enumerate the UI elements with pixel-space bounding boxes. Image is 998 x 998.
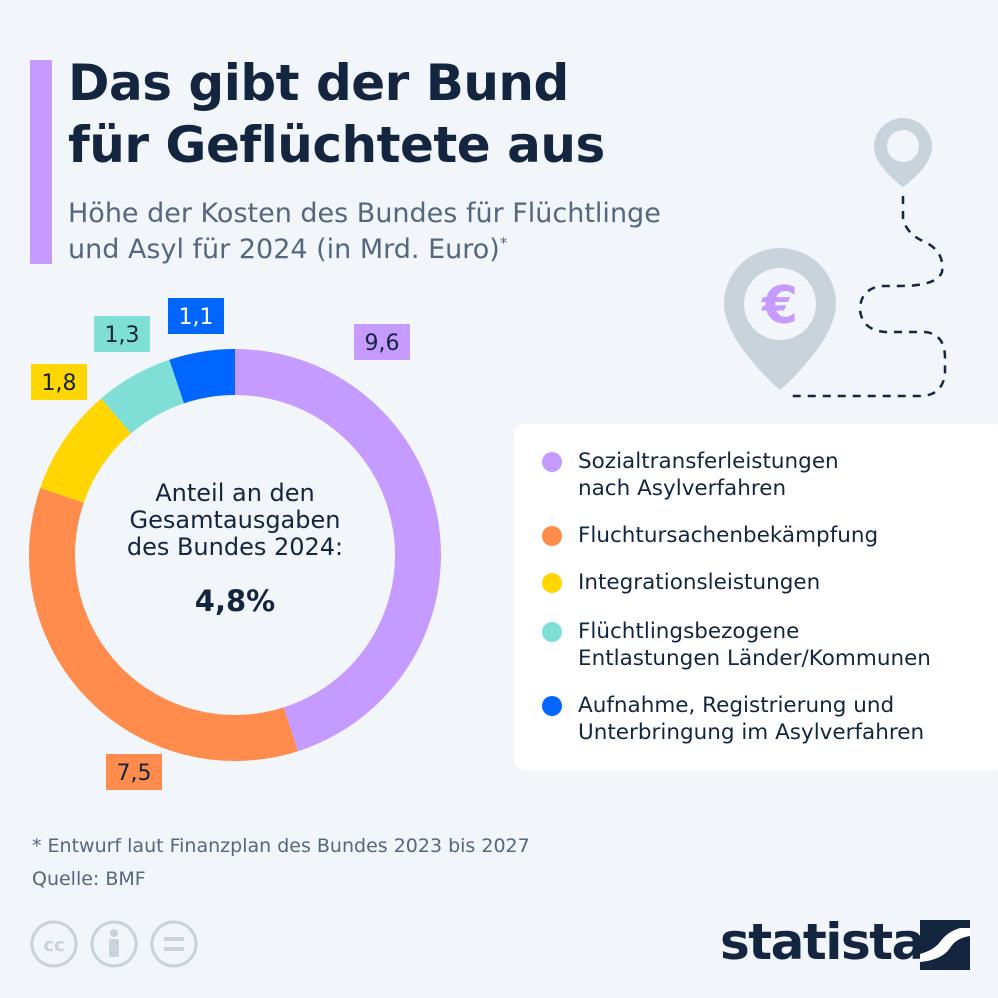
title-line-2: für Geflüchtete aus xyxy=(68,116,605,174)
subtitle-footnote-marker: * xyxy=(499,234,508,252)
no-derivatives-icon[interactable] xyxy=(150,920,198,968)
donut-slice xyxy=(40,398,131,503)
data-label: 7,5 xyxy=(106,754,162,790)
data-label-text: 1,8 xyxy=(42,371,77,396)
legend-label: Sozialtransferleistungen nach Asylverfah… xyxy=(578,449,839,501)
center-label-line-3: des Bundes 2024: xyxy=(126,533,344,561)
data-label: 1,1 xyxy=(168,298,224,334)
legend-swatch xyxy=(542,622,562,642)
data-label-box xyxy=(168,298,224,334)
center-label-line-2: Gesamtausgaben xyxy=(129,506,341,534)
legend-swatch xyxy=(542,696,562,716)
legend-label: Flüchtlingsbezogene Entlastungen Länder/… xyxy=(578,619,931,671)
subtitle-line-2: und Asyl für 2024 (in Mrd. Euro) xyxy=(68,234,500,265)
data-label: 1,8 xyxy=(31,364,87,400)
data-label-text: 7,5 xyxy=(117,761,152,786)
data-label-box xyxy=(106,754,162,790)
attribution-icon[interactable] xyxy=(90,920,138,968)
donut-slice xyxy=(101,359,184,434)
source: Quelle: BMF xyxy=(32,868,146,890)
subtitle-line-1: Höhe der Kosten des Bundes für Flüchtlin… xyxy=(68,198,661,229)
legend-swatch xyxy=(542,452,562,472)
svg-text:€: € xyxy=(761,276,798,336)
chart-subtitle: Höhe der Kosten des Bundes für Flüchtlin… xyxy=(68,196,788,268)
center-label: Anteil an den Gesamtausgaben des Bundes … xyxy=(100,480,370,561)
legend-swatch xyxy=(542,573,562,593)
donut-slice xyxy=(29,487,298,761)
legend-label: Aufnahme, Registrierung und Unterbringun… xyxy=(578,693,925,745)
data-label: 1,3 xyxy=(94,316,150,352)
title-accent-bar xyxy=(30,60,52,264)
title-line-1: Das gibt der Bund xyxy=(68,54,569,112)
euro-pin-icon: € xyxy=(724,248,836,390)
data-label-box xyxy=(354,324,410,360)
statista-logo-icon[interactable] xyxy=(920,920,970,970)
donut-slice xyxy=(169,349,235,404)
footnote: * Entwurf laut Finanzplan des Bundes 202… xyxy=(32,835,530,857)
data-label: 9,6 xyxy=(354,324,410,360)
data-label-text: 1,1 xyxy=(179,305,214,330)
center-value: 4,8% xyxy=(194,584,276,618)
donut-slice xyxy=(235,349,441,752)
data-label-text: 9,6 xyxy=(365,331,400,356)
chart-title: Das gibt der Bund für Geflüchtete aus xyxy=(68,52,708,176)
center-label-line-1: Anteil an den xyxy=(155,479,315,507)
legend-label: Fluchtursachenbekämpfung xyxy=(578,523,879,548)
legend-label: Integrationsleistungen xyxy=(578,570,821,595)
small-map-pin-icon xyxy=(874,118,932,187)
data-label-box xyxy=(31,364,87,400)
creative-commons-icon[interactable]: cc xyxy=(30,920,78,968)
chart-legend: Sozialtransferleistungen nach Asylverfah… xyxy=(514,424,998,770)
data-label-box xyxy=(94,316,150,352)
svg-text:cc: cc xyxy=(43,935,64,956)
legend-swatch xyxy=(542,526,562,546)
data-label-text: 1,3 xyxy=(105,323,140,348)
statista-logo[interactable]: statista xyxy=(720,913,925,971)
value-labels: 9,6 7,5 1,8 1,3 1,1 xyxy=(31,298,410,790)
euro-map-pin-icon: € xyxy=(724,118,947,398)
donut-slices xyxy=(29,349,441,761)
license-icons[interactable]: cc xyxy=(30,920,210,972)
donut-chart: 9,6 7,5 1,8 1,3 1,1 xyxy=(29,298,441,790)
